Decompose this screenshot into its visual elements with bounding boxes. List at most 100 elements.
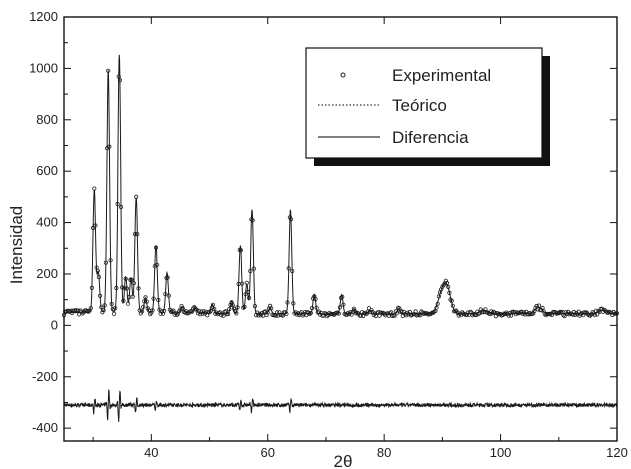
experimental-point bbox=[364, 311, 369, 316]
experimental-point bbox=[418, 313, 423, 318]
experimental-point bbox=[145, 306, 150, 311]
experimental-point bbox=[443, 278, 448, 283]
experimental-point bbox=[165, 275, 170, 280]
experimental-point bbox=[345, 310, 351, 315]
experimental-point bbox=[231, 306, 237, 311]
experimental-point bbox=[392, 313, 397, 318]
experimental-point bbox=[324, 313, 330, 319]
experimental-point bbox=[192, 305, 197, 310]
experimental-point bbox=[89, 285, 95, 290]
experimental-point bbox=[248, 268, 253, 274]
experimental-point bbox=[476, 312, 481, 317]
experimental-point bbox=[376, 309, 381, 315]
experimental-point bbox=[174, 312, 179, 317]
experimental-point bbox=[419, 309, 424, 314]
experimental-point bbox=[247, 295, 252, 301]
experimental-point bbox=[195, 311, 200, 316]
experimental-point bbox=[191, 306, 196, 311]
experimental-point bbox=[309, 305, 315, 311]
experimental-point bbox=[235, 305, 240, 310]
experimental-point bbox=[285, 300, 290, 305]
experimental-point bbox=[75, 308, 81, 313]
experimental-point bbox=[113, 306, 118, 311]
experimental-point bbox=[340, 294, 345, 299]
experimental-point bbox=[338, 295, 344, 300]
experimental-point bbox=[117, 78, 123, 83]
experimental-point bbox=[158, 311, 163, 316]
legend-label-diferencia: Diferencia bbox=[392, 128, 469, 147]
experimental-point bbox=[400, 313, 405, 318]
experimental-point bbox=[121, 298, 126, 303]
experimental-point bbox=[434, 305, 439, 310]
x-axis-title: 2θ bbox=[334, 452, 353, 469]
experimental-point bbox=[576, 309, 581, 314]
experimental-point bbox=[310, 296, 316, 301]
experimental-point bbox=[107, 144, 112, 149]
experimental-point bbox=[263, 309, 268, 314]
experimental-point bbox=[264, 312, 269, 318]
experimental-point bbox=[341, 302, 346, 307]
experimental-point bbox=[207, 310, 212, 315]
experimental-point bbox=[524, 309, 529, 314]
experimental-point bbox=[132, 232, 138, 237]
experimental-point bbox=[226, 311, 231, 316]
experimental-point bbox=[308, 310, 313, 316]
experimental-point bbox=[444, 280, 450, 286]
experimental-point bbox=[265, 310, 270, 315]
experimental-point bbox=[143, 295, 148, 300]
experimental-point bbox=[230, 303, 235, 308]
experimental-point bbox=[593, 308, 599, 313]
experimental-point bbox=[129, 277, 134, 282]
experimental-point bbox=[171, 308, 176, 313]
x-tick-label: 120 bbox=[606, 445, 628, 460]
y-axis-title: Intensidad bbox=[7, 206, 26, 284]
experimental-point bbox=[449, 298, 454, 303]
experimental-point bbox=[508, 313, 514, 318]
experimental-point bbox=[562, 313, 567, 319]
experimental-point bbox=[293, 310, 298, 315]
experimental-point bbox=[110, 307, 116, 312]
experimental-point bbox=[290, 268, 295, 274]
y-tick-label: -400 bbox=[32, 420, 58, 435]
experimental-point bbox=[115, 201, 120, 207]
experimental-point bbox=[96, 274, 102, 280]
experimental-point bbox=[250, 218, 255, 223]
experimental-point bbox=[609, 310, 614, 315]
experimental-point bbox=[240, 281, 245, 286]
x-tick-label: 40 bbox=[144, 445, 158, 460]
experimental-point bbox=[131, 281, 136, 286]
experimental-point bbox=[150, 308, 155, 313]
experimental-point bbox=[536, 303, 542, 308]
experimental-point bbox=[199, 309, 204, 314]
experimental-point bbox=[179, 303, 184, 309]
legend-label-experimental: Experimental bbox=[392, 66, 491, 85]
experimental-point bbox=[155, 262, 160, 267]
experimental-point bbox=[153, 245, 159, 250]
experimental-point bbox=[80, 311, 85, 316]
experimental-point bbox=[447, 290, 452, 295]
experimental-point bbox=[103, 260, 109, 265]
experimental-point bbox=[245, 289, 250, 294]
experimental-point bbox=[123, 276, 128, 281]
experimental-point bbox=[277, 310, 282, 315]
experimental-point bbox=[592, 313, 598, 318]
experimental-point bbox=[156, 297, 161, 303]
plot-frame bbox=[63, 16, 618, 442]
experimental-point bbox=[118, 204, 124, 210]
experimental-point bbox=[288, 217, 294, 222]
experimental-point bbox=[99, 305, 104, 310]
experimental-point bbox=[314, 305, 319, 310]
experimental-point bbox=[603, 308, 608, 313]
experimental-point bbox=[130, 294, 135, 299]
experimental-point bbox=[436, 294, 441, 299]
experimental-point bbox=[162, 308, 167, 313]
experimental-point bbox=[348, 310, 353, 315]
experimental-point bbox=[106, 68, 111, 73]
x-tick-label: 60 bbox=[261, 445, 275, 460]
plot-area bbox=[61, 54, 620, 422]
experimental-point bbox=[70, 310, 75, 316]
experimental-point bbox=[102, 303, 107, 308]
y-tick-label: 400 bbox=[36, 215, 58, 230]
experimental-point bbox=[141, 304, 146, 309]
experimental-point bbox=[93, 223, 98, 228]
